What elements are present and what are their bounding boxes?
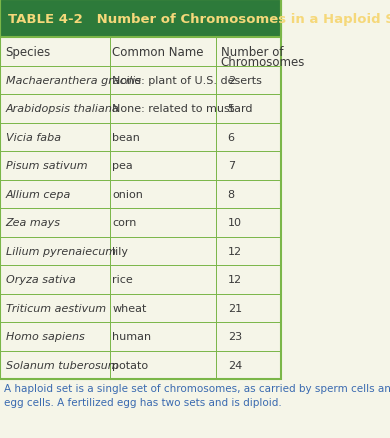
Text: 12: 12	[228, 246, 242, 256]
Text: Oryza sativa: Oryza sativa	[5, 275, 76, 285]
Text: corn: corn	[112, 218, 137, 228]
Text: Allium cepa: Allium cepa	[5, 189, 71, 199]
Text: human: human	[112, 332, 152, 342]
Text: 5: 5	[228, 104, 235, 114]
Text: A haploid set is a single set of chromosomes, as carried by sperm cells and
egg : A haploid set is a single set of chromos…	[4, 384, 390, 407]
Text: bean: bean	[112, 132, 140, 142]
Text: 23: 23	[228, 332, 242, 342]
Text: 2: 2	[228, 76, 235, 85]
Text: 6: 6	[228, 132, 235, 142]
Text: Zea mays: Zea mays	[5, 218, 60, 228]
Text: Lilium pyrenaiecum: Lilium pyrenaiecum	[5, 246, 116, 256]
Text: Machaeranthera gracilis: Machaeranthera gracilis	[5, 76, 141, 85]
Text: TABLE 4-2   Number of Chromosomes in a Haploid Set: TABLE 4-2 Number of Chromosomes in a Hap…	[9, 12, 390, 25]
Text: Species: Species	[5, 46, 51, 59]
Text: Solanum tuberosum: Solanum tuberosum	[5, 360, 118, 370]
Text: lily: lily	[112, 246, 128, 256]
Text: onion: onion	[112, 189, 143, 199]
FancyBboxPatch shape	[0, 0, 281, 38]
Text: wheat: wheat	[112, 303, 147, 313]
Text: pea: pea	[112, 161, 133, 171]
Text: Arabidopsis thaliana: Arabidopsis thaliana	[5, 104, 119, 114]
Text: 21: 21	[228, 303, 242, 313]
Text: rice: rice	[112, 275, 133, 285]
Text: Homo sapiens: Homo sapiens	[5, 332, 84, 342]
Text: Pisum sativum: Pisum sativum	[5, 161, 87, 171]
Text: Chromosomes: Chromosomes	[221, 56, 305, 68]
Text: Number of: Number of	[221, 46, 283, 59]
Text: 12: 12	[228, 275, 242, 285]
Text: Vicia faba: Vicia faba	[5, 132, 61, 142]
Text: Triticum aestivum: Triticum aestivum	[5, 303, 106, 313]
Text: 24: 24	[228, 360, 242, 370]
Text: None: related to mustard: None: related to mustard	[112, 104, 253, 114]
Text: 8: 8	[228, 189, 235, 199]
Text: Common Name: Common Name	[112, 46, 204, 59]
Text: 10: 10	[228, 218, 242, 228]
Text: None: plant of U.S. deserts: None: plant of U.S. deserts	[112, 76, 262, 85]
Text: potato: potato	[112, 360, 149, 370]
Text: 7: 7	[228, 161, 235, 171]
